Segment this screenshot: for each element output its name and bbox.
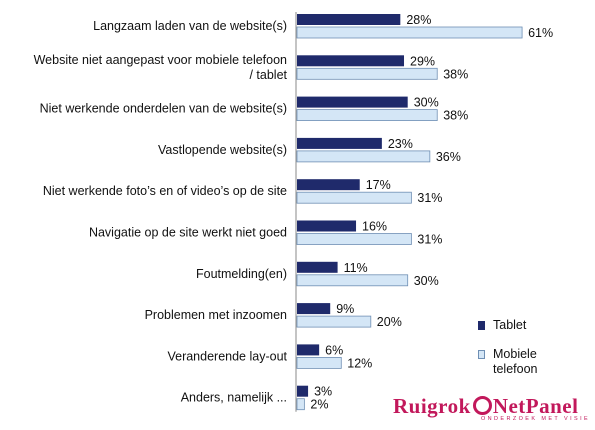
logo-ring-icon xyxy=(472,396,492,415)
legend: Tablet Mobiele telefoon xyxy=(478,318,593,391)
category-label: Veranderende lay-out xyxy=(167,349,287,363)
category-label: Niet werkende onderdelen van de website(… xyxy=(40,102,287,116)
value-label-mobiel: 20% xyxy=(377,315,402,329)
value-label-mobiel: 2% xyxy=(310,398,328,412)
bar-mobiel xyxy=(296,26,523,39)
value-label-mobiel: 31% xyxy=(417,233,442,247)
value-label-mobiel: 38% xyxy=(443,109,468,123)
category-label: Foutmelding(en) xyxy=(196,267,287,281)
bar-tablet xyxy=(297,137,382,149)
value-label-tablet: 11% xyxy=(344,261,368,275)
category-label: Navigatie op de site werkt niet goed xyxy=(89,226,287,240)
value-label-tablet: 30% xyxy=(414,96,439,110)
bar-mobiel xyxy=(296,315,372,328)
value-label-tablet: 29% xyxy=(410,54,435,68)
logo-part-ruigrok: Ruigrok xyxy=(393,394,471,418)
value-label-tablet: 17% xyxy=(366,178,391,192)
logo-wordmark: Ruigrok NetPanel xyxy=(393,394,593,419)
category-label: Website niet aangepast voor mobiele tele… xyxy=(34,53,288,82)
bar-tablet xyxy=(297,179,360,191)
logo-tagline: ONDERZOEK MET VISIE xyxy=(481,416,591,422)
value-label-mobiel: 61% xyxy=(528,26,553,40)
value-label-tablet: 3% xyxy=(314,385,332,399)
value-label-mobiel: 30% xyxy=(414,274,439,288)
value-label-mobiel: 31% xyxy=(417,191,442,205)
category-label: Anders, namelijk ... xyxy=(181,391,287,405)
bar-tablet xyxy=(297,303,331,315)
bar-tablet xyxy=(297,14,401,25)
brand-logo: Ruigrok NetPanel ONDERZOEK MET VISIE xyxy=(393,394,593,430)
legend-swatch-mobiel xyxy=(478,350,485,359)
value-label-tablet: 23% xyxy=(388,137,413,151)
legend-label-tablet: Tablet xyxy=(493,318,527,332)
logo-part-netpanel: NetPanel xyxy=(492,394,579,418)
bar-mobiel xyxy=(296,233,412,245)
bars: 28% 61% 29% 38% 30% 38% 23% 36% 17% 31% 16% 31% 11% 3… xyxy=(296,13,553,412)
bar-tablet xyxy=(297,220,357,232)
value-label-tablet: 6% xyxy=(325,343,343,357)
legend-item-mobiel: Mobiele telefoon xyxy=(478,347,593,377)
bar-mobiel xyxy=(296,398,305,411)
category-labels: Langzaam laden van de website(s) Website … xyxy=(34,19,288,405)
bar-tablet xyxy=(297,344,320,356)
category-label: Vastlopende website(s) xyxy=(158,143,287,157)
category-label: Problemen met inzoomen xyxy=(145,308,287,322)
value-label-tablet: 28% xyxy=(406,13,431,27)
bar-tablet xyxy=(297,385,309,397)
value-label-tablet: 16% xyxy=(362,220,387,234)
bar-tablet xyxy=(297,261,338,273)
bar-tablet xyxy=(297,96,408,108)
bar-mobiel xyxy=(296,67,438,80)
legend-item-tablet: Tablet xyxy=(478,318,593,333)
bar-mobiel xyxy=(296,150,431,163)
value-label-mobiel: 12% xyxy=(347,356,372,370)
value-label-mobiel: 36% xyxy=(436,150,461,164)
bar-mobiel xyxy=(296,109,438,121)
value-label-mobiel: 38% xyxy=(443,67,468,81)
bar-mobiel xyxy=(296,191,412,204)
category-label: Langzaam laden van de website(s) xyxy=(93,19,287,33)
bar-mobiel xyxy=(296,274,409,287)
legend-swatch-tablet xyxy=(478,321,485,330)
category-label: Niet werkende foto’s en of video’s op de… xyxy=(43,184,287,198)
bar-tablet xyxy=(297,55,405,67)
value-label-tablet: 9% xyxy=(336,302,354,316)
bar-mobiel xyxy=(296,356,342,369)
legend-label-mobiel: Mobiele telefoon xyxy=(493,347,538,376)
